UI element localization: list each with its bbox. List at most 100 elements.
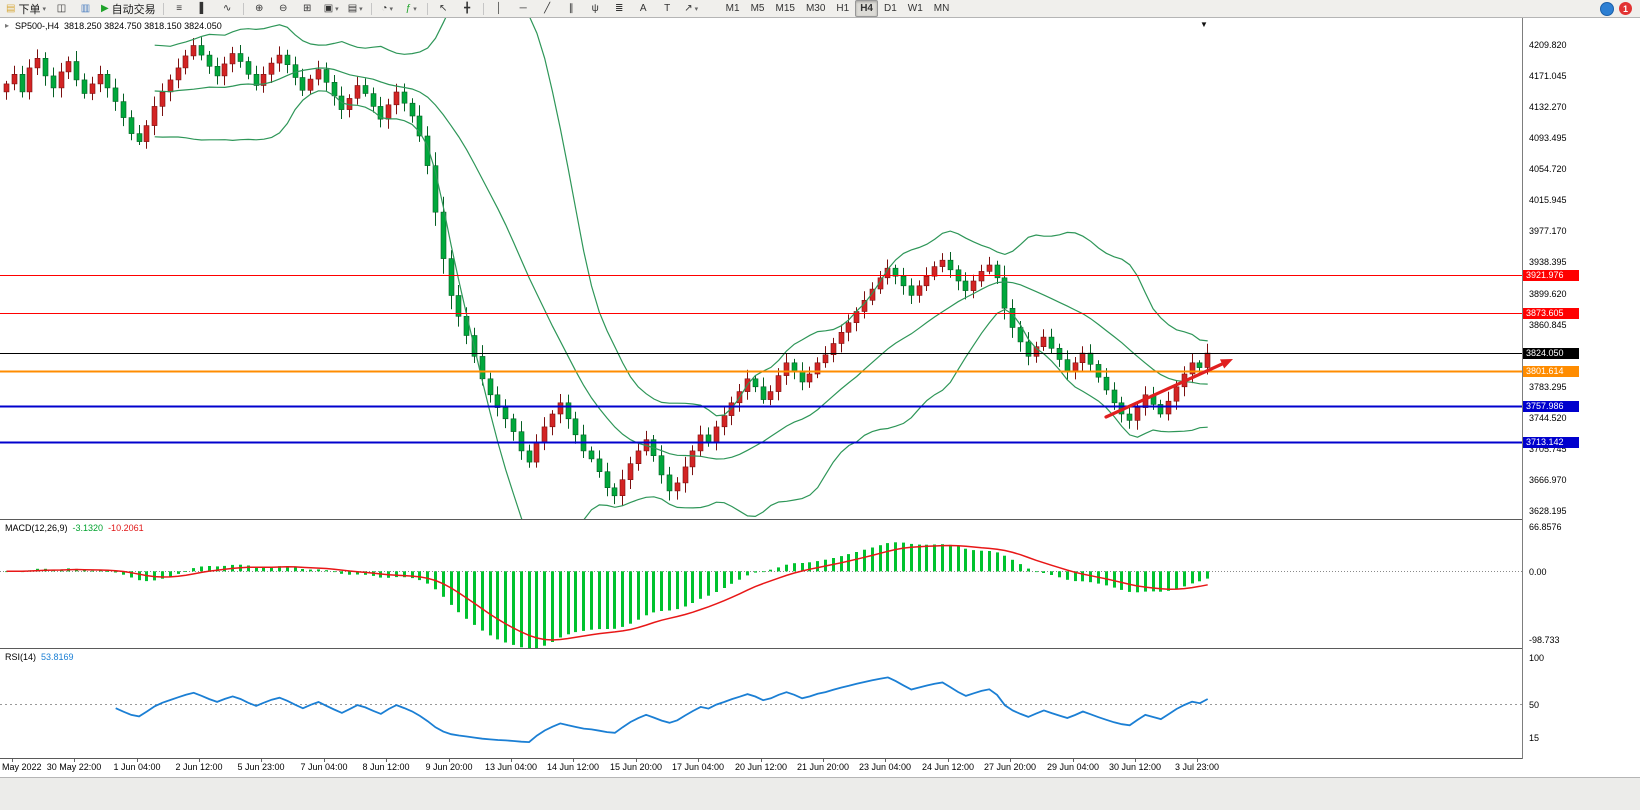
timeframe-d1-button[interactable]: D1 [883,3,897,14]
timeframe-m1-button[interactable]: M1 [725,3,740,14]
rsi-canvas[interactable] [0,649,1522,758]
toolbar-separator [370,2,372,15]
zoom-out-button[interactable]: ⊖ [272,0,295,17]
trendline-button[interactable]: ╱ [536,0,559,17]
horizontal-line-button[interactable]: ─ [512,0,535,17]
bar-chart-button[interactable]: ≡ [168,0,191,17]
price-axis-label: 3899.620 [1529,289,1567,299]
dropdown-icon: ▾ [413,5,417,13]
cursor-button[interactable]: ↖ [432,0,455,17]
price-axis-label: 3705.745 [1529,444,1567,454]
dropdown-icon: ▾ [694,5,699,13]
timeframe-h4-button[interactable]: H4 [855,0,878,17]
indicators-button[interactable]: ƒ ▾ [400,0,423,17]
bollinger-bands [154,18,1208,519]
time-axis-label: 2 Jun 12:00 [175,762,223,772]
charts-window-button[interactable]: ◫ [50,0,73,17]
auto-arrange-button[interactable]: ▣ ▾ [320,0,343,17]
chart-shift-marker[interactable]: ▼ [1200,20,1208,29]
price-level-tag[interactable]: 3801.614 [1523,366,1579,377]
time-axis-tick [1010,759,1011,762]
messages-icon[interactable] [1600,1,1614,16]
fibonacci-button[interactable]: ≣ [608,0,631,17]
time-axis-tick [386,759,387,762]
pitchfork-button[interactable]: ψ [584,0,607,17]
timeframe-m5-button[interactable]: M5 [750,3,765,14]
timeframe-m30-button[interactable]: M30 [805,3,826,14]
price-level-tag[interactable]: 3757.986 [1523,401,1579,412]
time-axis-tick [573,759,574,762]
arrows-button[interactable]: ↗ ▾ [680,0,703,17]
rsi-axis-label: 15 [1529,733,1540,743]
text-button[interactable]: A [632,0,655,17]
price-axis[interactable]: 4209.820 4171.045 4132.270 4093.495 4054.720… [1522,18,1640,759]
new-order-icon: ▤ [6,2,16,14]
tile-windows-icon: ⊞ [302,2,312,14]
bar-chart-icon: ≡ [176,2,183,14]
time-axis-tick [948,759,949,762]
time-axis-label: 23 Jun 04:00 [858,762,912,772]
dropdown-icon: ▾ [359,5,363,13]
time-axis-label: 30 Jun 12:00 [1108,762,1162,772]
vertical-line-button[interactable]: │ [488,0,511,17]
time-axis-tick [137,759,138,762]
autotrading-icon: ▶ [100,2,109,14]
time-axis-label: 29 Jun 04:00 [1046,762,1100,772]
zoom-out-icon: ⊖ [278,2,288,14]
trend-arrow[interactable] [1104,359,1233,419]
line-chart-button[interactable]: ∿ [216,0,239,17]
zoom-in-icon: ⊕ [254,2,264,14]
candlestick-chart-button[interactable]: ▌ [192,0,215,17]
new-order-button[interactable]: ▤ 下单 ▾ [3,0,49,17]
price-chart-canvas[interactable] [0,18,1522,519]
crosshair-button[interactable]: ╋ [456,0,479,17]
autotrading-button[interactable]: ▶ 自动交易 [98,0,159,17]
time-axis-tick [698,759,699,762]
zoom-in-button[interactable]: ⊕ [248,0,271,17]
price-level-tag[interactable]: 3713.142 [1523,437,1579,448]
timeframe-w1-button[interactable]: W1 [907,3,923,14]
timeframe-h1-button[interactable]: H1 [836,3,850,14]
toolbar-separator [242,2,244,15]
time-axis-label: 14 Jun 12:00 [546,762,600,772]
one-click-trading-toggle[interactable]: ▸ [5,21,10,30]
price-level-tag[interactable]: 3921.976 [1523,270,1579,281]
macd-axis-label: -98.733 [1529,635,1560,645]
label-button[interactable]: T [656,0,679,17]
price-level-tag[interactable]: 3824.050 [1523,348,1579,359]
new-chart-icon: ▤ [347,2,358,14]
time-axis-label: 21 Jun 20:00 [796,762,850,772]
fibonacci-icon: ≣ [614,2,624,14]
price-axis-label: 3977.170 [1529,226,1567,236]
timeframe-mn-button[interactable]: MN [933,3,950,14]
notification-badge[interactable]: 1 [1619,2,1632,15]
pane-divider[interactable] [0,648,1640,649]
text-icon: A [639,2,647,14]
price-axis-label: 4171.045 [1529,71,1567,81]
time-axis-label: 27 Jun 20:00 [983,762,1037,772]
toolbar-right: 1 [1600,1,1637,16]
new-order-button-label: 下单 [18,3,41,16]
pane-divider[interactable] [0,519,1640,520]
price-chart-pane: ▸ SP500-,H4 3818.250 3824.750 3818.150 3… [0,18,1522,519]
label-icon: T [664,2,671,14]
trendline-icon: ╱ [544,2,551,14]
time-axis-tick [823,759,824,762]
new-chart-button[interactable]: ▤ ▾ [344,0,367,17]
price-axis-label: 3666.970 [1529,475,1567,485]
profiles-button[interactable]: ▥ [74,0,97,17]
time-axis[interactable]: May 2022 30 May 22:00 1 Jun 04:00 2 Jun 12:… [0,759,1640,776]
level-lines[interactable] [0,275,1522,444]
channel-button[interactable]: ∥ [560,0,583,17]
timeframe-m15-button[interactable]: M15 [775,3,795,14]
periods-button[interactable]: ◔ ▾ [376,0,399,17]
price-axis-label: 3744.520 [1529,413,1567,423]
time-axis-label: 8 Jun 12:00 [362,762,410,772]
time-axis-label: 15 Jun 20:00 [609,762,663,772]
macd-canvas[interactable] [0,520,1522,648]
tile-windows-button[interactable]: ⊞ [296,0,319,17]
price-level-tag[interactable]: 3873.605 [1523,308,1579,319]
horizontal-line-icon: ─ [519,2,527,14]
time-axis-label: 24 Jun 12:00 [921,762,975,772]
pane-divider[interactable] [0,758,1640,759]
